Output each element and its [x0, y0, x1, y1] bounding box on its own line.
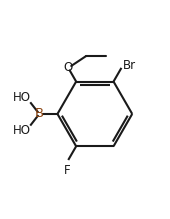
Text: HO: HO [13, 91, 31, 104]
Text: O: O [64, 61, 73, 74]
Text: F: F [64, 164, 71, 177]
Text: B: B [35, 108, 44, 120]
Text: Br: Br [122, 59, 135, 72]
Text: HO: HO [13, 124, 31, 137]
